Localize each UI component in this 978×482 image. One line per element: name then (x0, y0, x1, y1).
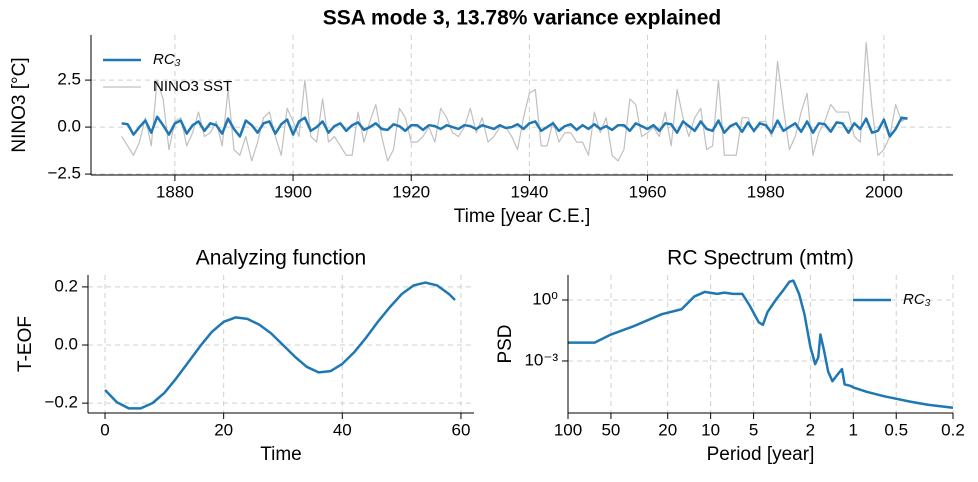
y-tick-label: −2.5 (47, 164, 81, 183)
x-tick-label: 10 (701, 420, 720, 439)
x-tick-label: 100 (554, 420, 582, 439)
x-tick-label: 50 (601, 420, 620, 439)
y-tick-label: 0.2 (54, 276, 78, 295)
y-tick-label: 0.0 (54, 335, 78, 354)
x-tick-label: 5 (749, 420, 758, 439)
x-axis-label: Time (260, 444, 302, 465)
x-tick-label: 2000 (865, 182, 903, 201)
data-line (121, 41, 908, 162)
x-tick-label: 1980 (747, 182, 785, 201)
y-tick-label: 10⁻³ (524, 350, 558, 369)
legend-label: NINO3 SST (153, 78, 232, 95)
x-axis-label: Period [year] (707, 444, 815, 465)
chart-title: SSA mode 3, 13.78% variance explained (323, 7, 721, 30)
y-tick-label: −0.2 (44, 393, 78, 412)
y-tick-label: 2.5 (57, 70, 81, 89)
x-tick-label: 40 (333, 420, 352, 439)
data-line (121, 115, 908, 138)
y-axis-label: T-EOF (15, 316, 36, 372)
y-axis-label: NINO3 [°C] (9, 57, 30, 152)
x-tick-label: 20 (214, 420, 233, 439)
x-tick-label: 1940 (510, 182, 548, 201)
x-tick-label: 0.2 (941, 420, 965, 439)
x-tick-label: 1900 (274, 182, 312, 201)
x-tick-label: 1960 (629, 182, 667, 201)
y-axis-label: PSD (495, 324, 516, 363)
y-tick-label: 0.0 (57, 117, 81, 136)
x-tick-label: 0 (100, 420, 109, 439)
chart-title: RC Spectrum (mtm) (667, 247, 854, 270)
x-tick-label: 0.5 (884, 420, 908, 439)
x-tick-label: 1 (849, 420, 858, 439)
x-tick-label: 1920 (392, 182, 430, 201)
data-line (104, 281, 456, 410)
legend-label: RC₃ (903, 291, 931, 308)
x-axis-label: Time [year C.E.] (454, 206, 591, 227)
y-tick-label: 10⁰ (532, 289, 558, 308)
x-tick-label: 20 (658, 420, 677, 439)
data-line (568, 279, 954, 409)
x-tick-label: 2 (806, 420, 815, 439)
chart-title: Analyzing function (196, 247, 366, 270)
x-tick-label: 60 (451, 420, 470, 439)
legend-label: RC₃ (153, 51, 181, 68)
x-tick-label: 1880 (156, 182, 194, 201)
